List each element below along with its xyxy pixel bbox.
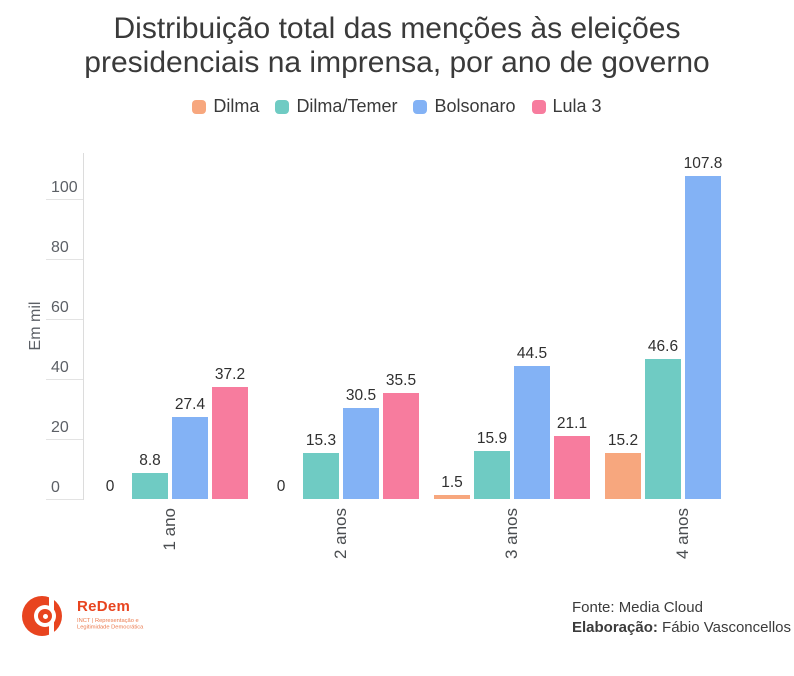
- value-label-dilma-2-anos: 0: [276, 478, 286, 495]
- value-label-dilma-3-anos: 1.5: [441, 473, 463, 491]
- legend-label-dilma: Dilma: [213, 96, 260, 116]
- value-label-lula-3-1-ano: 37.2: [214, 366, 246, 384]
- bar-bolsonaro-2-anos: [343, 407, 379, 499]
- y-tick-label-40: 40: [51, 359, 69, 376]
- legend-swatch-icon-dilma: [192, 99, 207, 114]
- bar-bolsonaro-1-ano: [172, 416, 208, 499]
- bar-dilma-temer-2-anos: [303, 453, 339, 499]
- legend-label-lula-3: Lula 3: [552, 96, 602, 116]
- legend-item-dilma: Dilma: [192, 96, 259, 117]
- bar-dilma-temer-1-ano: [132, 472, 168, 499]
- legend-item-dilma-temer: Dilma/Temer: [275, 96, 397, 117]
- value-label-bolsonaro-1-ano: 27.4: [174, 395, 206, 413]
- legend-label-bolsonaro: Bolsonaro: [434, 96, 516, 116]
- elaboration-value: Fábio Vasconcellos: [657, 619, 791, 636]
- value-label-bolsonaro-2-anos: 30.5: [345, 386, 377, 404]
- logo-tagline: INCT | Representação e Legitimidade Demo…: [77, 618, 143, 631]
- bar-bolsonaro-4-anos: [685, 175, 721, 499]
- bar-lula-3-1-ano: [212, 387, 248, 499]
- logo-tagline-line-1: INCT | Representação e: [77, 618, 139, 624]
- chart-title-line-2: presidenciais na imprensa, por ano de go…: [84, 46, 710, 79]
- bar-dilma-4-anos: [605, 453, 641, 499]
- bar-dilma-temer-4-anos: [645, 359, 681, 499]
- y-tick-line-60: [46, 319, 83, 320]
- value-label-dilma-temer-1-ano: 8.8: [139, 451, 161, 469]
- legend: Dilma Dilma/Temer Bolsonaro Lula 3: [0, 96, 794, 117]
- chart-title-line-1: Distribuição total das menções às eleiçõ…: [113, 12, 681, 45]
- redem-logo-icon: [22, 596, 64, 638]
- source-note: Fonte: Media Cloud Elaboração: Fábio Vas…: [572, 598, 791, 638]
- logo-tagline-line-2: Legitimidade Democrática: [77, 624, 144, 631]
- value-label-bolsonaro-4-anos: 107.8: [683, 154, 723, 172]
- value-label-bolsonaro-3-anos: 44.5: [516, 344, 548, 362]
- legend-label-dilma-temer: Dilma/Temer: [296, 96, 398, 116]
- category-label-3-anos: 3 anos: [502, 508, 521, 560]
- logo-text: ReDem INCT | Representação e Legitimidad…: [77, 598, 158, 634]
- bar-dilma-3-anos: [434, 494, 470, 499]
- legend-swatch-icon-bolsonaro: [413, 99, 428, 114]
- elaboration-label: Elaboração:: [572, 619, 658, 636]
- value-label-lula-3-2-anos: 35.5: [385, 371, 417, 389]
- value-label-dilma-1-ano: 0: [105, 478, 115, 495]
- y-tick-label-0: 0: [51, 479, 60, 496]
- bar-dilma-temer-3-anos: [474, 451, 510, 499]
- y-tick-line-0: [46, 499, 83, 500]
- category-label-4-anos: 4 anos: [673, 508, 692, 560]
- elaboration-line: Elaboração: Fábio Vasconcellos: [572, 618, 791, 638]
- y-tick-label-100: 100: [51, 179, 78, 196]
- y-tick-label-80: 80: [51, 239, 69, 256]
- legend-item-bolsonaro: Bolsonaro: [413, 96, 516, 117]
- value-label-dilma-temer-4-anos: 46.6: [647, 338, 679, 356]
- value-label-dilma-temer-3-anos: 15.9: [476, 430, 508, 448]
- y-tick-line-40: [46, 379, 83, 380]
- y-tick-line-80: [46, 259, 83, 260]
- bar-bolsonaro-3-anos: [514, 365, 550, 499]
- y-tick-line-100: [46, 199, 83, 200]
- category-label-1-ano: 1 ano: [160, 508, 179, 551]
- category-label-2-anos: 2 anos: [331, 508, 350, 560]
- bar-lula-3-3-anos: [554, 435, 590, 499]
- bar-chart: Em mil 0 20 40 60 80 100 0 0 1.5 15.2 8.8 15.3 15.9 4…: [0, 140, 794, 590]
- y-axis-title: Em mil: [27, 301, 44, 351]
- y-tick-label-60: 60: [51, 299, 69, 316]
- legend-item-lula-3: Lula 3: [531, 96, 602, 117]
- value-label-dilma-4-anos: 15.2: [607, 432, 639, 450]
- source-line: Fonte: Media Cloud: [572, 599, 703, 616]
- y-tick-label-20: 20: [51, 419, 69, 436]
- chart-title: Distribuição total das menções às eleiçõ…: [0, 12, 794, 80]
- value-label-dilma-temer-2-anos: 15.3: [305, 432, 337, 450]
- y-axis-line: [83, 153, 84, 500]
- legend-swatch-icon-lula-3: [531, 99, 546, 114]
- y-tick-line-20: [46, 439, 83, 440]
- value-label-lula-3-3-anos: 21.1: [556, 414, 588, 432]
- logo-wordmark: ReDem: [77, 598, 131, 615]
- legend-swatch-icon-dilma-temer: [275, 99, 290, 114]
- logo-hole-shape: [43, 614, 48, 619]
- redem-logo: ReDem INCT | Representação e Legitimidad…: [20, 592, 300, 662]
- bar-lula-3-2-anos: [383, 392, 419, 499]
